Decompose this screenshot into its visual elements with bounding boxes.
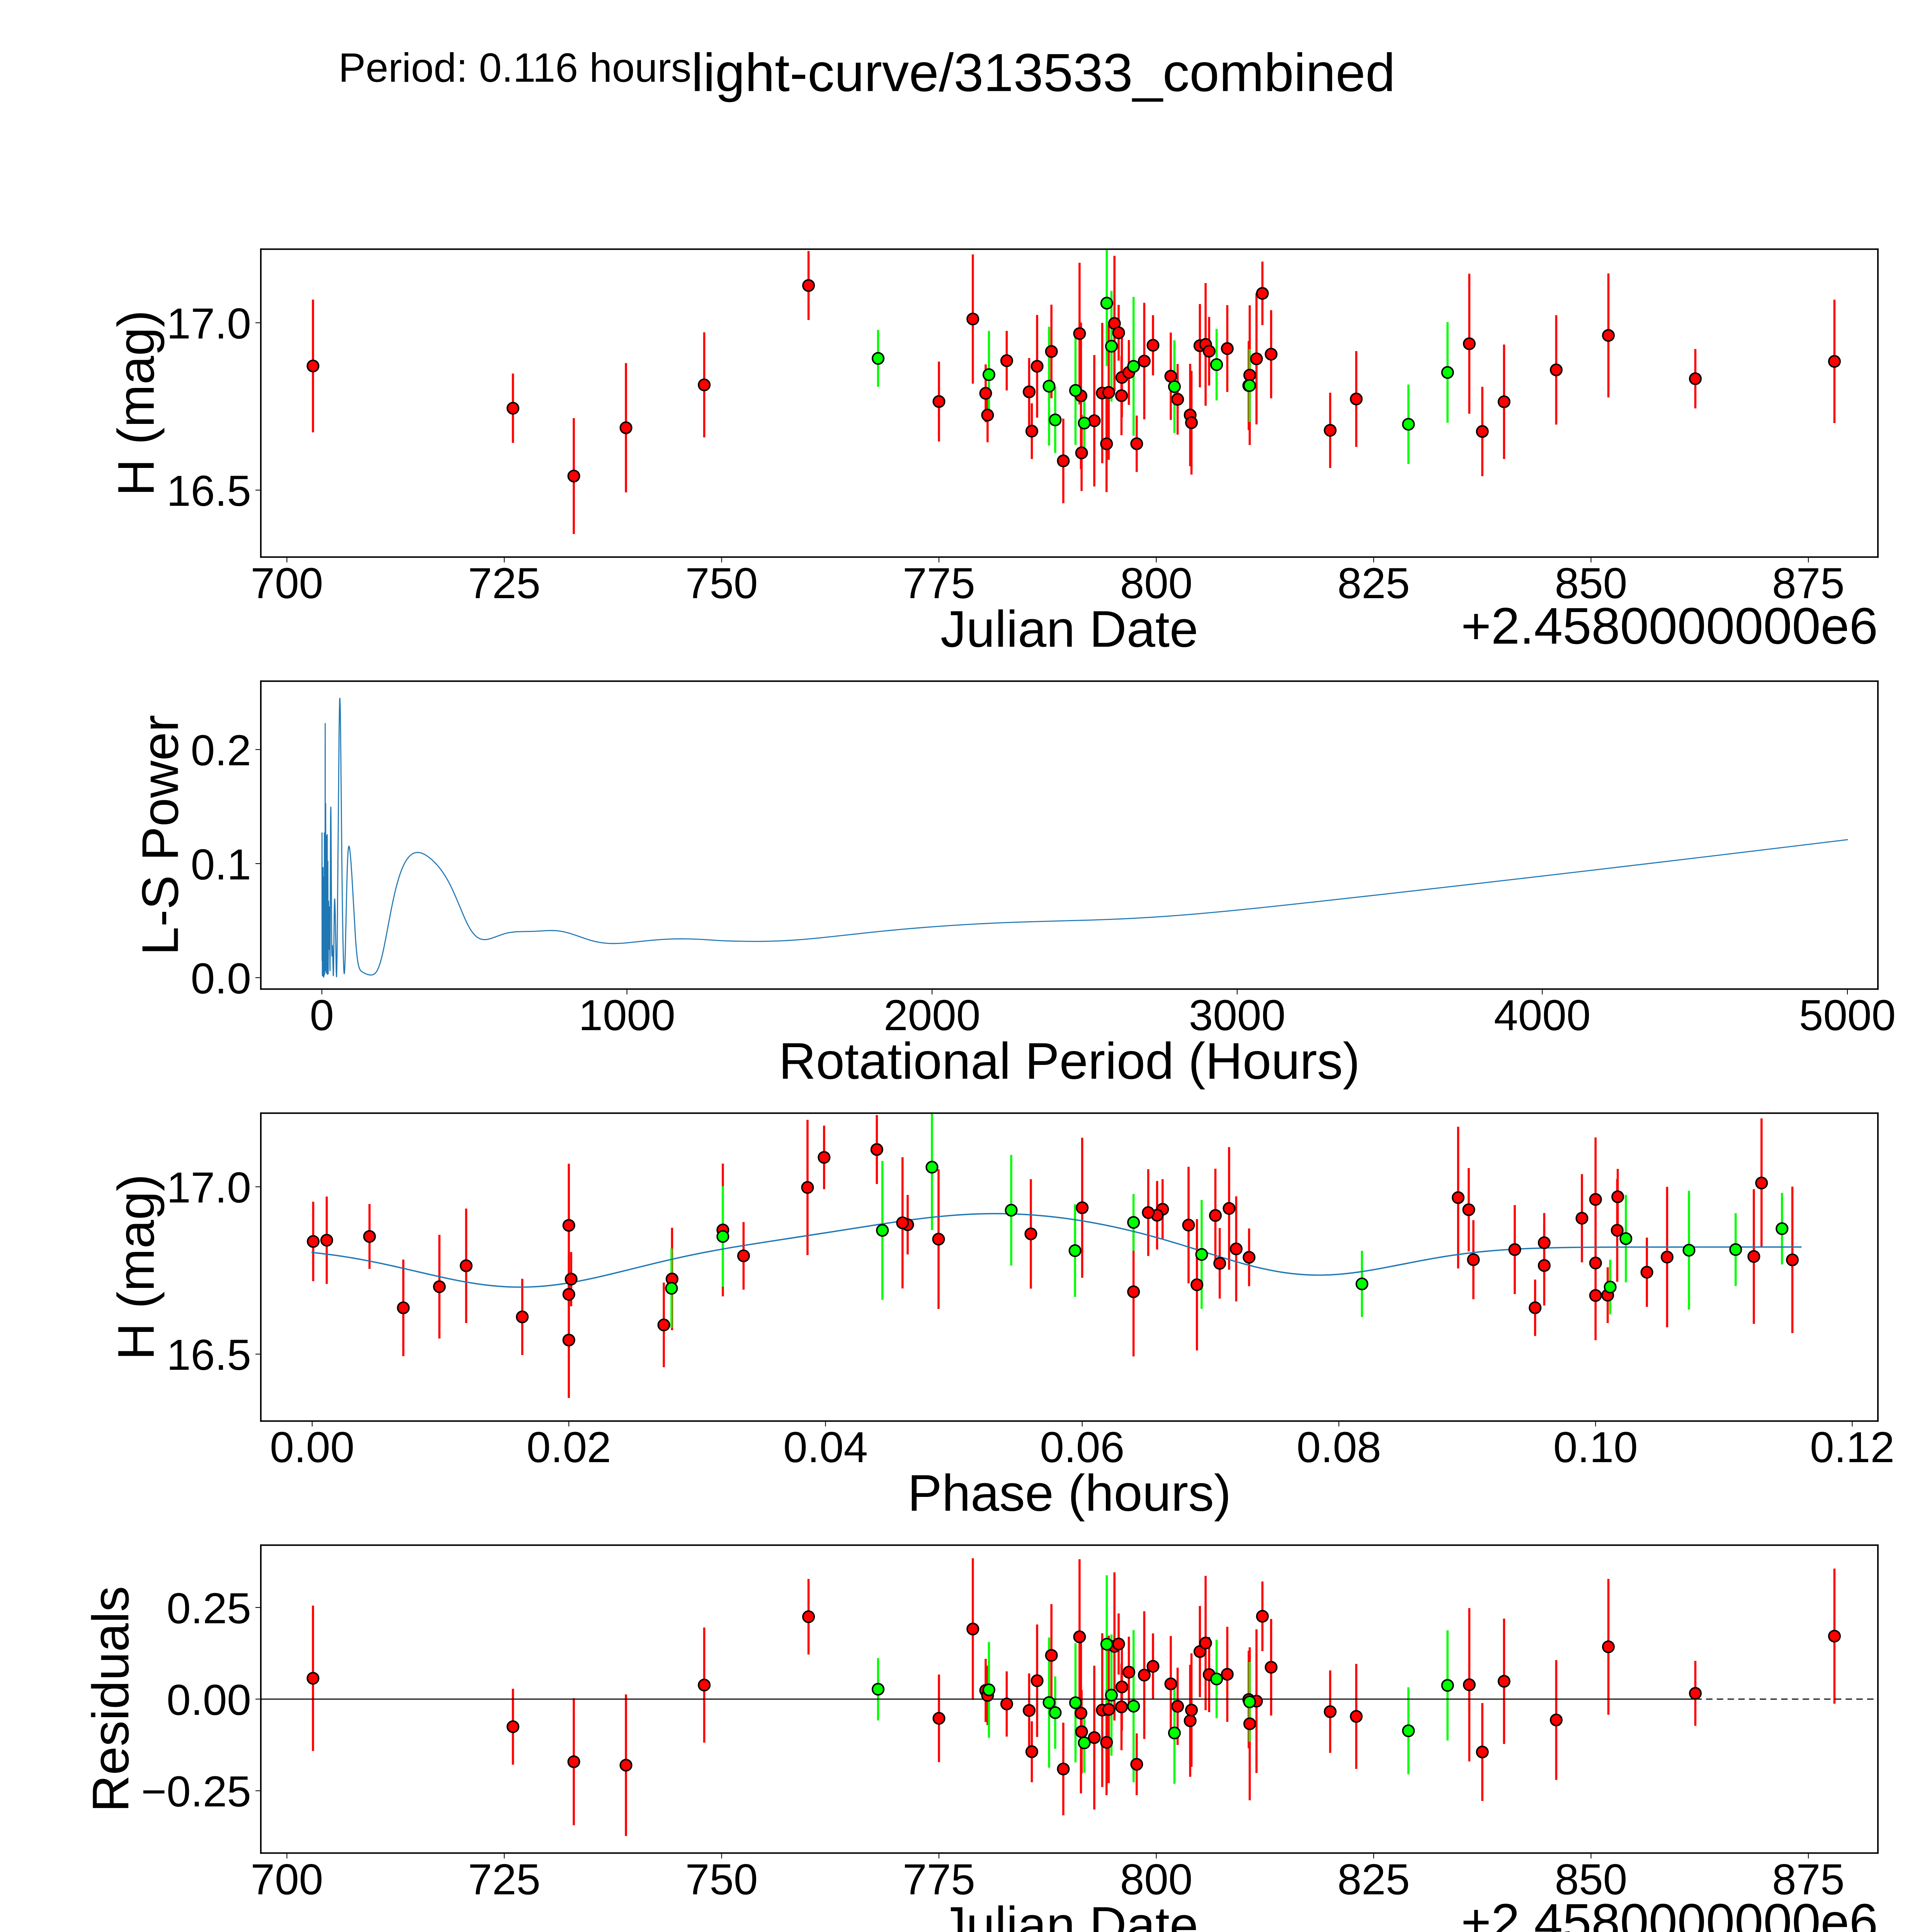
svg-text:L-S Power: L-S Power [131, 715, 189, 955]
svg-text:750: 750 [685, 1855, 758, 1903]
svg-text:825: 825 [1337, 1855, 1410, 1903]
svg-text:700: 700 [251, 1855, 323, 1903]
svg-text:725: 725 [468, 559, 541, 607]
svg-text:0.00: 0.00 [270, 1423, 354, 1471]
svg-text:1000: 1000 [578, 991, 675, 1039]
svg-text:0: 0 [310, 991, 334, 1039]
svg-text:16.5: 16.5 [167, 1330, 251, 1379]
svg-text:+2.4580000000e6: +2.4580000000e6 [1461, 597, 1878, 655]
svg-text:Julian Date: Julian Date [940, 600, 1198, 658]
svg-text:5000: 5000 [1799, 991, 1896, 1039]
svg-text:0.0: 0.0 [191, 954, 251, 1003]
svg-text:725: 725 [468, 1855, 541, 1903]
svg-text:0.04: 0.04 [783, 1423, 868, 1471]
svg-text:Period: 0.116 hours: Period: 0.116 hours [338, 45, 691, 90]
svg-text:Residuals: Residuals [82, 1586, 139, 1812]
svg-text:0.00: 0.00 [167, 1675, 251, 1724]
svg-text:17.0: 17.0 [167, 299, 251, 348]
svg-text:700: 700 [251, 559, 323, 607]
svg-text:0.02: 0.02 [527, 1423, 611, 1471]
svg-text:17.0: 17.0 [167, 1163, 251, 1212]
svg-text:light-curve/313533_combined: light-curve/313533_combined [691, 43, 1395, 103]
svg-text:−0.25: −0.25 [141, 1767, 251, 1816]
svg-text:0.12: 0.12 [1810, 1423, 1895, 1471]
svg-text:0.10: 0.10 [1553, 1423, 1638, 1471]
svg-text:Rotational Period (Hours): Rotational Period (Hours) [779, 1032, 1360, 1090]
svg-text:750: 750 [685, 559, 758, 607]
svg-text:0.08: 0.08 [1297, 1423, 1381, 1471]
svg-text:16.5: 16.5 [167, 466, 251, 515]
svg-text:0.25: 0.25 [167, 1584, 251, 1633]
svg-text:0.2: 0.2 [191, 726, 251, 775]
svg-text:0.1: 0.1 [191, 840, 251, 889]
svg-text:825: 825 [1337, 559, 1410, 607]
svg-text:+2.4580000000e6: +2.4580000000e6 [1461, 1893, 1878, 1932]
svg-text:H (mag): H (mag) [107, 1174, 165, 1361]
svg-text:Julian Date: Julian Date [940, 1896, 1198, 1932]
svg-text:Phase (hours): Phase (hours) [908, 1464, 1231, 1522]
svg-text:4000: 4000 [1494, 991, 1590, 1039]
svg-text:H (mag): H (mag) [107, 310, 165, 496]
